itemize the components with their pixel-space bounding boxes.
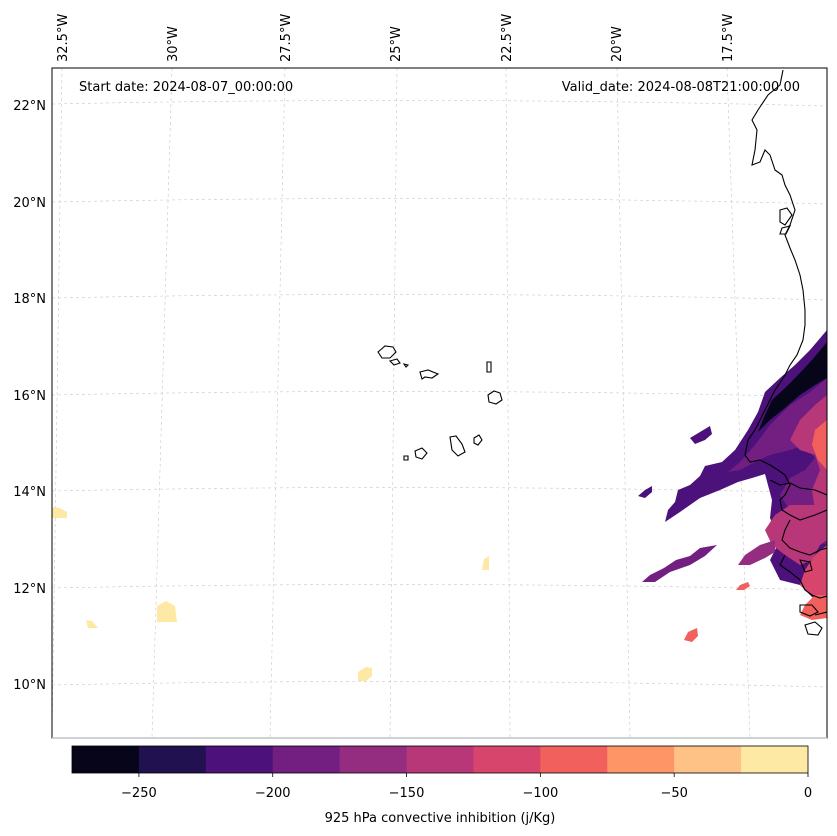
island-maio — [473, 434, 483, 446]
coast-bay-1 — [779, 207, 793, 226]
cin-region-small-red-1 — [736, 582, 750, 590]
island-boa-vista — [487, 390, 503, 405]
lat-label: 16°N — [13, 389, 46, 404]
cin-region-mid-1 — [642, 545, 717, 582]
coast-guinea — [779, 554, 827, 599]
colorbar-swatch — [607, 746, 675, 773]
cin-region-south-2 — [800, 545, 827, 600]
map-clip-group — [52, 68, 827, 738]
lon-label: 17.5°W — [721, 14, 736, 62]
cin-region-mid-4 — [638, 486, 652, 498]
cin-region-mid-3 — [690, 426, 712, 444]
colorbar-frame — [71, 745, 809, 774]
cin-region-coast-band1 — [758, 342, 827, 432]
cin-region-coast-band3 — [790, 395, 827, 520]
map-panel — [52, 68, 827, 738]
cin-region-mid-2 — [738, 540, 775, 565]
island-santo-antao — [377, 345, 397, 359]
island-santa-luzia — [402, 363, 410, 368]
lat-label: 22°N — [13, 99, 46, 114]
island-sao-vicente — [388, 358, 401, 366]
colorbar-tick-label: −200 — [255, 786, 291, 801]
lon-label: 25°W — [389, 26, 404, 62]
coast-senegal — [744, 379, 827, 521]
colorbar: −250 −200 −150 −100 −50 0 925 hPa convec… — [71, 745, 812, 826]
lat-label: 12°N — [13, 582, 46, 597]
island-sal — [486, 361, 492, 373]
colorbar-tick-label: −250 — [121, 786, 157, 801]
cin-region-coast-band4 — [812, 420, 827, 470]
colorbar-title: 925 hPa convective inhibition (j/Kg) — [325, 811, 556, 826]
colorbar-swatch — [339, 746, 408, 773]
colorbar-swatch — [72, 746, 140, 773]
colorbar-swatch — [473, 746, 541, 773]
colorbar-swatches — [72, 746, 809, 773]
colorbar-swatch — [272, 746, 341, 773]
lat-label: 18°N — [13, 292, 46, 307]
colorbar-ticks: −250 −200 −150 −100 −50 0 — [121, 773, 812, 801]
lon-label: 27.5°W — [279, 14, 294, 62]
coast-guinea-4 — [814, 611, 827, 616]
cin-region-pale-2 — [86, 620, 98, 628]
latitude-gridlines — [52, 100, 827, 688]
coast-islands-south — [799, 559, 813, 573]
coast-bay-2 — [779, 225, 792, 235]
island-brava — [403, 455, 409, 461]
coast-guinea-bissau — [781, 519, 827, 556]
island-sao-nicolau — [419, 369, 440, 380]
colorbar-swatch — [741, 746, 809, 773]
lon-label: 32.5°W — [56, 14, 71, 62]
african-coastline — [751, 69, 806, 381]
coast-guinea-2 — [799, 604, 819, 617]
lon-label: 22.5°W — [500, 14, 515, 62]
cin-region-pale-1 — [52, 507, 67, 518]
start-date-annotation: Start date: 2024-08-07_00:00:00 — [79, 80, 293, 95]
cin-region-pale-4 — [358, 667, 372, 681]
coastlines — [377, 69, 827, 636]
cin-region-small-red-2 — [684, 628, 698, 642]
island-santiago — [449, 435, 466, 457]
colorbar-tick-label: 0 — [804, 786, 812, 801]
longitude-gridlines — [52, 68, 751, 738]
coast-guinea-3 — [804, 621, 823, 636]
lon-label: 20°W — [610, 26, 625, 62]
coast-gambia — [769, 479, 827, 496]
colorbar-swatch — [674, 746, 742, 773]
colorbar-swatch — [540, 746, 608, 773]
colorbar-swatch — [205, 746, 274, 773]
colorbar-tick-label: −50 — [660, 786, 687, 801]
colorbar-swatch — [406, 746, 474, 773]
colorbar-tick-label: −100 — [523, 786, 559, 801]
cin-region-pale-5 — [482, 556, 489, 570]
valid-date-annotation: Valid_date: 2024-08-08T21:00:00.00 — [562, 80, 800, 95]
lat-label: 14°N — [13, 485, 46, 500]
cin-region-pale-3 — [157, 601, 177, 622]
latitude-labels: 22°N 20°N 18°N 16°N 14°N 12°N 10°N — [13, 99, 46, 693]
longitude-labels: 32.5°W 30°W 27.5°W 25°W 22.5°W 20°W 17.5… — [56, 14, 736, 62]
colorbar-tick-label: −150 — [389, 786, 425, 801]
lat-label: 10°N — [13, 678, 46, 693]
colorbar-swatch — [138, 746, 207, 773]
cin-region-south-1 — [765, 505, 827, 565]
lon-label: 30°W — [166, 26, 181, 62]
island-fogo — [414, 447, 428, 460]
lat-label: 20°N — [13, 196, 46, 211]
